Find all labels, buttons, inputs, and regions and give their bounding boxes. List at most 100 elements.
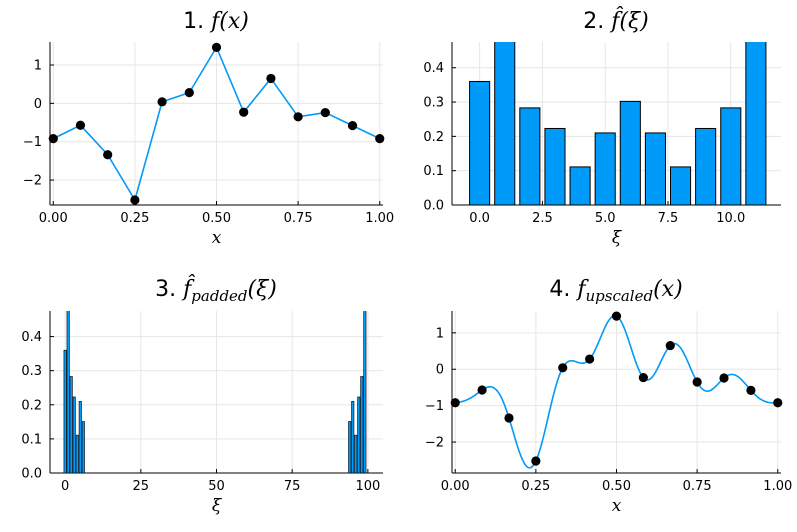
data-point xyxy=(558,363,568,373)
bar xyxy=(594,132,616,205)
title-prefix: 4. xyxy=(549,277,577,302)
plot-area xyxy=(63,311,367,473)
y-tick-label: 0.1 xyxy=(423,164,444,179)
title-prefix: 2. xyxy=(583,9,611,34)
x-tick-label: 10.0 xyxy=(716,211,745,226)
title-subscript: upscaled xyxy=(585,287,653,305)
data-point xyxy=(692,377,702,387)
data-point xyxy=(638,373,648,383)
plot-area xyxy=(469,42,767,205)
bar xyxy=(78,401,82,473)
data-point xyxy=(746,385,756,395)
data-point xyxy=(531,456,541,466)
bar xyxy=(720,107,742,205)
data-point xyxy=(48,134,58,144)
bar xyxy=(669,166,692,205)
data-point xyxy=(266,73,276,84)
x-tick-label: 75 xyxy=(284,479,301,494)
data-point xyxy=(477,385,487,395)
chart-title: 3. f̂padded(ξ) xyxy=(155,275,277,305)
bar xyxy=(63,349,67,473)
title-math: f(x) xyxy=(209,9,249,34)
y-tick-label: 0 xyxy=(34,97,42,112)
bar xyxy=(360,376,364,473)
x-tick-label: 50 xyxy=(208,479,225,494)
data-point xyxy=(293,112,303,122)
x-tick-label: 0 xyxy=(61,479,69,494)
bar xyxy=(351,401,355,473)
bar xyxy=(469,80,491,205)
y-tick-label: −1 xyxy=(23,135,42,150)
y-tick-label: 1 xyxy=(436,326,444,341)
bar xyxy=(494,42,516,205)
data-point xyxy=(320,107,330,118)
y-tick-label: 0.4 xyxy=(21,330,42,345)
data-point xyxy=(611,311,622,321)
subplot-p1: 0.00 0.25 0.50 0.75 1.00 1 0 −1 −2 x 1. f(x) xyxy=(23,9,394,248)
chart-title: 4. fupscaled(x) xyxy=(549,277,682,305)
bar xyxy=(354,434,358,473)
x-tick-label: 0.75 xyxy=(683,479,712,494)
bar xyxy=(695,127,717,205)
x-tick-label: 0.0 xyxy=(469,211,490,226)
bar xyxy=(69,376,73,473)
title-subscript: padded xyxy=(191,287,247,305)
data-point xyxy=(504,413,514,423)
x-axis-label: x xyxy=(212,228,222,248)
x-tick-label: 0.00 xyxy=(441,479,470,494)
x-axis-label: x xyxy=(612,496,622,516)
x-axis-label: ξ xyxy=(612,228,623,248)
x-tick-label: 0.50 xyxy=(602,479,631,494)
x-tick-label: 0.25 xyxy=(120,211,149,226)
chart-title: 1. f(x) xyxy=(183,9,249,34)
bar xyxy=(519,107,541,205)
y-tick-label: 0.3 xyxy=(21,364,42,379)
data-point xyxy=(347,121,358,131)
x-tick-label: 0.50 xyxy=(202,211,231,226)
bar xyxy=(619,100,641,205)
bar xyxy=(363,311,367,473)
x-tick-label: 0.25 xyxy=(521,479,550,494)
x-tick-label: 5.0 xyxy=(595,211,616,226)
bar xyxy=(544,127,566,205)
subplot-p2: 0.0 2.5 5.0 7.5 10.0 0.0 0.1 0.2 0.3 0.4 ξ 2. f̂(ξ) xyxy=(423,7,781,248)
data-point xyxy=(157,97,167,107)
subplot-p4: 0.00 0.25 0.50 0.75 1.00 1 0 −1 −2 x 4. fupscaled(… xyxy=(425,277,792,516)
data-point xyxy=(239,107,249,117)
y-tick-label: 1 xyxy=(34,59,42,74)
subplot-p3: 0 25 50 75 100 0.0 0.1 0.2 0.3 0.4 ξ 3. f̂padded(ξ) xyxy=(21,275,383,516)
title-suffix: (x) xyxy=(653,277,683,302)
y-tick-label: −2 xyxy=(425,436,444,451)
y-tick-label: 0.3 xyxy=(423,96,444,111)
data-point xyxy=(103,150,113,160)
bar xyxy=(569,166,591,205)
x-tick-label: 1.00 xyxy=(365,211,394,226)
data-point xyxy=(75,120,86,130)
x-tick-label: 2.5 xyxy=(532,211,553,226)
y-tick-label: 0 xyxy=(436,363,444,378)
bar xyxy=(644,132,666,205)
y-tick-label: 0.2 xyxy=(423,130,444,145)
y-tick-label: −1 xyxy=(425,399,444,414)
x-tick-label: 0.00 xyxy=(39,211,68,226)
title-prefix: 3. xyxy=(155,277,183,302)
x-axis-label: ξ xyxy=(212,496,223,516)
y-tick-label: 0.4 xyxy=(423,61,444,76)
bar xyxy=(81,421,85,473)
title-math: f̂(ξ) xyxy=(609,7,648,34)
bar xyxy=(66,311,70,473)
data-point xyxy=(130,195,140,205)
x-tick-label: 0.75 xyxy=(284,211,313,226)
bar xyxy=(72,396,76,473)
y-tick-label: 0.2 xyxy=(21,398,42,413)
x-tick-label: 25 xyxy=(133,479,150,494)
data-point xyxy=(585,354,595,364)
x-tick-label: 7.5 xyxy=(658,211,679,226)
bar xyxy=(75,434,79,473)
title-prefix: 1. xyxy=(183,9,211,34)
data-point xyxy=(375,134,385,144)
data-point xyxy=(450,398,460,408)
data-point xyxy=(211,42,222,52)
y-tick-label: 0.0 xyxy=(423,199,444,214)
